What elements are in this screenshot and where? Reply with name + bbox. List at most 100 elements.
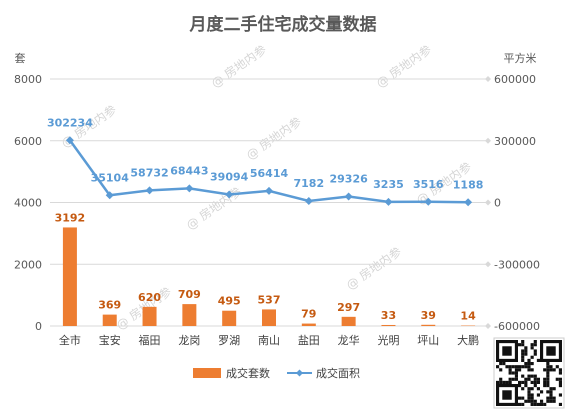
bar-data-label: 297: [337, 301, 360, 314]
left-tick-label: 4000: [14, 197, 42, 210]
qr-finder-core: [502, 346, 512, 356]
bar-data-label: 537: [258, 293, 281, 306]
qr-module: [533, 384, 537, 388]
chart-title: 月度二手住宅成交量数据: [189, 14, 377, 35]
category-label: 宝安: [99, 333, 121, 347]
line-data-label: 29326: [329, 172, 368, 185]
qr-module: [524, 365, 528, 369]
qr-module: [558, 384, 562, 388]
qr-module: [546, 384, 550, 388]
qr-module: [549, 368, 553, 372]
qr-module: [527, 377, 531, 381]
qr-module: [511, 371, 515, 375]
qr-module: [527, 358, 531, 362]
left-axis-label: 套: [15, 52, 26, 65]
left-tick-label: 6000: [14, 135, 42, 148]
qr-module: [521, 387, 525, 391]
qr-module: [540, 390, 544, 394]
qr-module: [524, 384, 528, 388]
qr-module: [533, 399, 537, 403]
qr-module: [558, 393, 562, 397]
qr-module: [514, 368, 518, 372]
qr-module: [527, 399, 531, 403]
qr-module: [552, 387, 556, 391]
qr-module: [518, 365, 522, 369]
qr-module: [518, 368, 522, 372]
qr-module: [508, 377, 512, 381]
qr-module: [536, 358, 540, 362]
legend: 成交套数 成交面积: [193, 366, 360, 380]
line-point: [304, 197, 313, 206]
right-axis: -600000 -300000 0 300000 600000: [485, 73, 540, 333]
left-tick-label: 0: [35, 320, 42, 333]
qr-module: [549, 390, 553, 394]
bar: [102, 314, 117, 326]
category-label: 龙华: [338, 333, 360, 347]
qr-module: [527, 390, 531, 394]
x-axis: 全市 宝安 福田 龙岗 罗湖 南山 盐田 龙华 光明 坪山 大鹏: [59, 333, 479, 347]
qr-module: [536, 380, 540, 384]
qr-module: [536, 377, 540, 381]
line-point: [185, 184, 194, 193]
qr-module: [508, 380, 512, 384]
qr-module: [514, 371, 518, 375]
qr-module: [530, 387, 534, 391]
bar: [381, 324, 396, 326]
line-data-label: 1188: [453, 178, 484, 191]
category-label: 南山: [258, 334, 280, 347]
qr-module: [546, 371, 550, 375]
category-label: 龙岗: [178, 334, 200, 347]
category-label: 福田: [139, 333, 161, 347]
qr-module: [527, 396, 531, 400]
qr-module: [546, 362, 550, 366]
qr-module: [536, 387, 540, 391]
bar: [262, 309, 276, 326]
line-point: [384, 197, 393, 206]
qr-module: [530, 380, 534, 384]
qr-module: [521, 349, 525, 353]
line-point: [225, 190, 234, 199]
legend-marker-line: [296, 369, 303, 377]
line-data-label: 56414: [250, 167, 289, 180]
qr-module: [499, 377, 503, 381]
qr-module: [536, 402, 540, 406]
qr-module: [543, 384, 547, 388]
line-data-label: 3235: [373, 178, 404, 191]
watermark-text: @ 房地内参: [243, 114, 304, 163]
line-data-label: 58732: [130, 166, 168, 179]
bar-data-label: 33: [381, 309, 396, 322]
qr-module: [549, 365, 553, 369]
line-point: [265, 186, 273, 195]
qr-module: [524, 346, 528, 350]
qr-module: [549, 387, 553, 391]
qr-module: [546, 390, 550, 394]
bar: [341, 316, 356, 326]
line-data-label: 39094: [210, 170, 249, 183]
qr-module: [543, 380, 547, 384]
right-tick-marker: [485, 76, 491, 82]
qr-module: [521, 374, 525, 378]
qr-module: [524, 349, 528, 353]
bar: [142, 306, 157, 326]
qr-module: [524, 377, 528, 381]
qr-module: [514, 365, 518, 369]
right-tick-label: -300000: [494, 258, 540, 271]
right-tick-label: 300000: [494, 135, 536, 148]
bar-series: 3192 369 620 709 495 537 79 297 33 39 14: [55, 211, 476, 326]
qr-module: [521, 365, 525, 369]
legend-label-line: 成交面积: [316, 366, 360, 380]
line-point: [344, 192, 353, 201]
watermark-text: @ 房地内参: [208, 42, 269, 91]
qr-module: [530, 393, 534, 397]
left-tick-label: 8000: [14, 73, 42, 86]
line-point: [424, 197, 433, 206]
qr-module: [533, 340, 537, 344]
bar: [62, 227, 77, 326]
qr-module: [546, 368, 550, 372]
qr-module: [499, 362, 503, 366]
qr-module: [511, 377, 515, 381]
qr-module: [499, 368, 503, 372]
qr-module: [502, 362, 506, 366]
bar-data-label: 369: [98, 299, 121, 312]
